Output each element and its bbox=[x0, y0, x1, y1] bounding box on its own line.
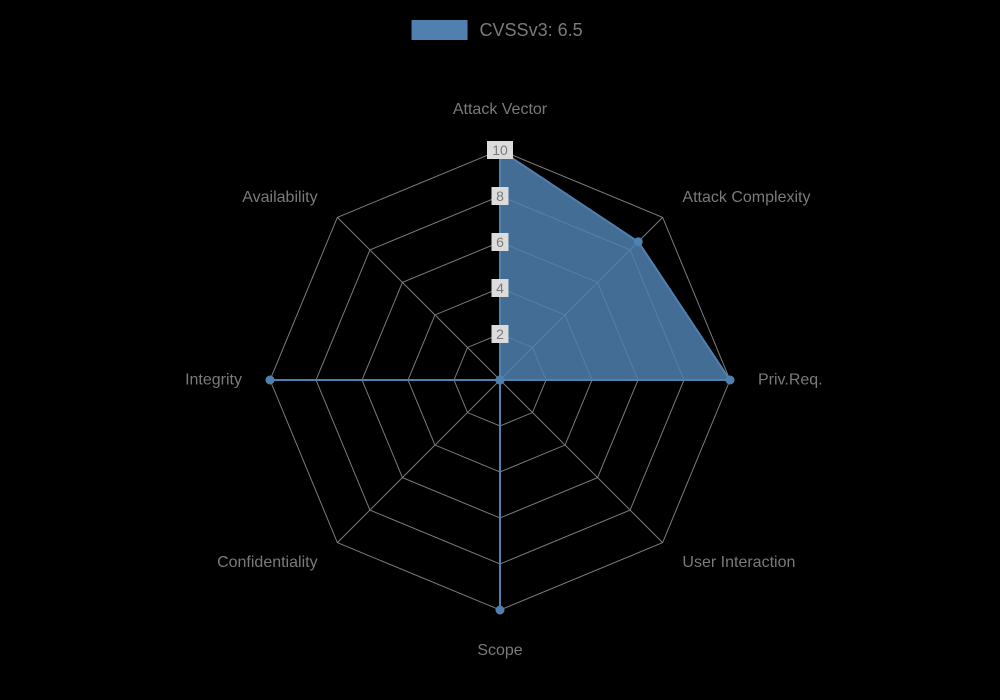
axis-label: User Interaction bbox=[682, 554, 795, 571]
data-point bbox=[496, 376, 504, 384]
tick-label: 2 bbox=[496, 326, 504, 342]
data-point bbox=[634, 238, 642, 246]
axis-label: Integrity bbox=[185, 372, 242, 389]
legend: CVSSv3: 6.5 bbox=[412, 20, 583, 40]
axis-label: Attack Vector bbox=[453, 101, 548, 118]
legend-swatch bbox=[412, 20, 468, 40]
axis-label: Attack Complexity bbox=[682, 189, 810, 206]
radar-chart-svg: 2 4 6 8 10 Attack Vector Attack Complexity Priv… bbox=[0, 0, 1000, 700]
axis-label: Scope bbox=[477, 642, 522, 659]
axis-label: Availability bbox=[242, 189, 317, 206]
axis-label: Priv.Req. bbox=[758, 372, 823, 389]
radar-chart-container: 2 4 6 8 10 Attack Vector Attack Complexity Priv… bbox=[0, 0, 1000, 700]
data-point bbox=[266, 376, 274, 384]
tick-label: 8 bbox=[496, 188, 504, 204]
data-point bbox=[726, 376, 734, 384]
legend-label: CVSSv3: 6.5 bbox=[480, 20, 583, 40]
tick-label: 4 bbox=[496, 280, 504, 296]
tick-label: 10 bbox=[492, 142, 508, 158]
tick-label: 6 bbox=[496, 234, 504, 250]
axis-label: Confidentiality bbox=[217, 554, 318, 571]
data-point bbox=[496, 606, 504, 614]
